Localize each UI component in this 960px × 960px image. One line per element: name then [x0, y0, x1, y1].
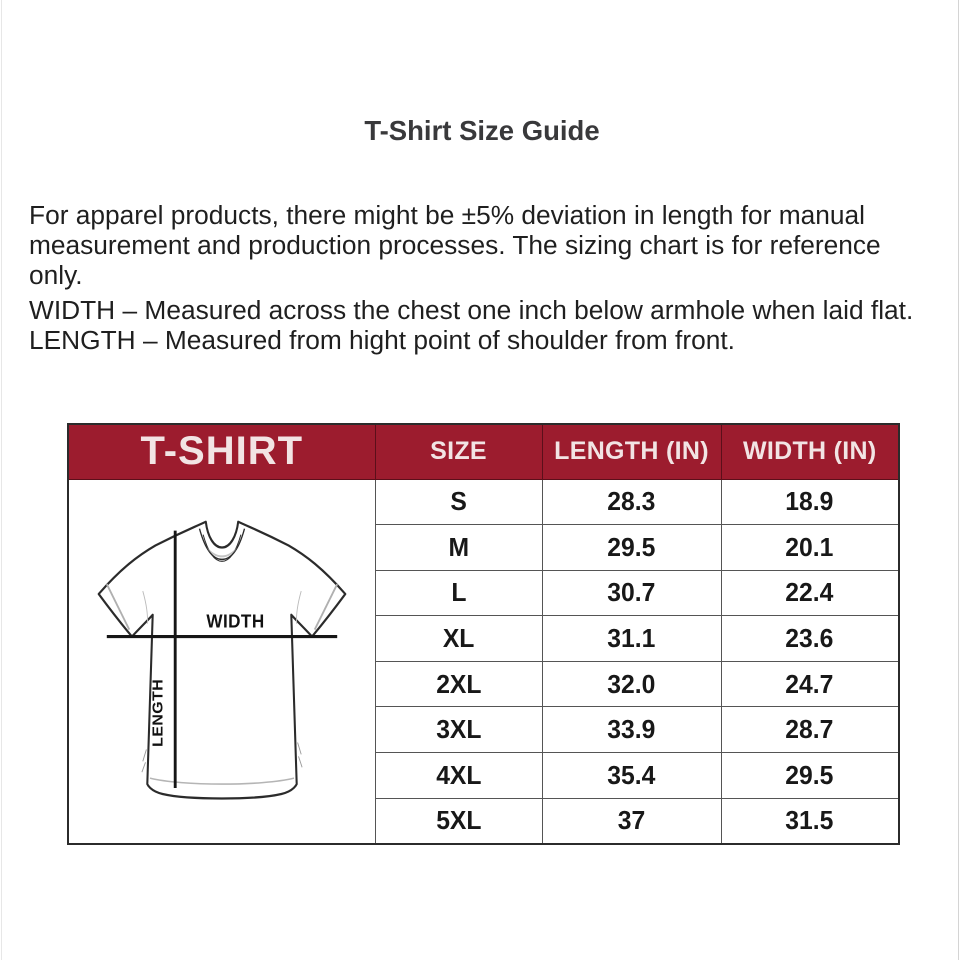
svg-text:LENGTH: LENGTH: [150, 679, 166, 747]
svg-text:WIDTH: WIDTH: [206, 611, 264, 632]
